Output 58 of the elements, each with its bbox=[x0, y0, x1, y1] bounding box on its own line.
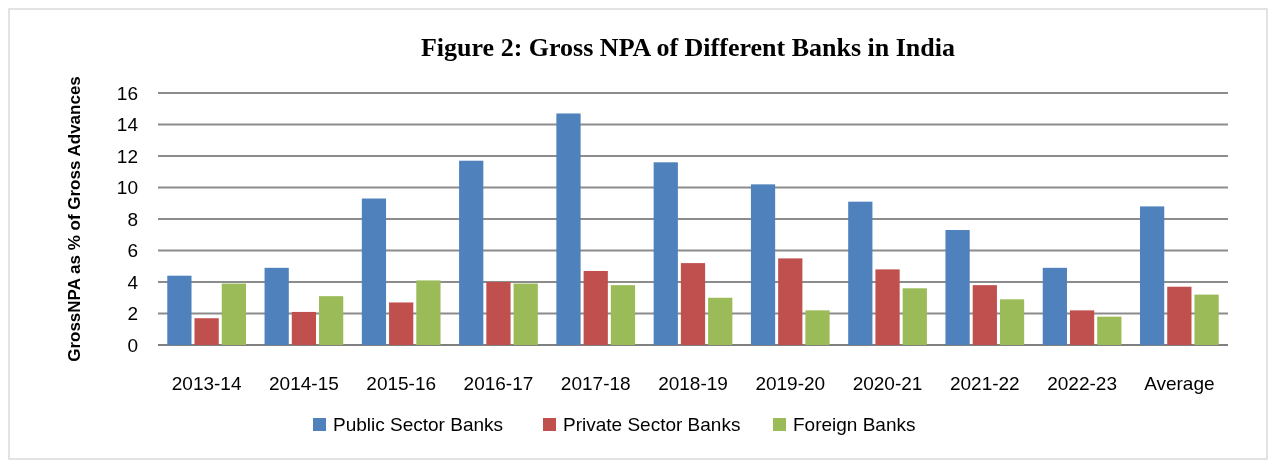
bar bbox=[291, 311, 317, 345]
legend-label: Public Sector Banks bbox=[333, 414, 504, 436]
bar bbox=[1167, 286, 1192, 345]
x-tick-label: 2019-20 bbox=[755, 373, 826, 394]
y-tick-label: 6 bbox=[127, 240, 138, 262]
bar bbox=[848, 201, 873, 345]
legend-label: Private Sector Banks bbox=[563, 414, 741, 436]
bar bbox=[1069, 310, 1095, 345]
x-tick-label: 2015-16 bbox=[366, 373, 437, 394]
y-tick-label: 10 bbox=[116, 177, 138, 199]
bar bbox=[1140, 206, 1165, 345]
y-axis-title: GrossNPA as % of Gross Advances bbox=[65, 76, 84, 362]
bar bbox=[1194, 294, 1219, 345]
bar bbox=[778, 258, 803, 345]
bar bbox=[513, 283, 538, 345]
x-tick-label: 2018-19 bbox=[658, 373, 728, 394]
bar bbox=[1042, 267, 1067, 345]
y-tick-label: 12 bbox=[116, 145, 138, 167]
bar bbox=[902, 288, 927, 345]
x-tick-label: 2020-21 bbox=[852, 373, 923, 394]
bar bbox=[361, 198, 387, 345]
x-tick-label: 2016-17 bbox=[463, 373, 534, 394]
bar bbox=[416, 280, 441, 345]
bar bbox=[653, 162, 678, 345]
bar bbox=[389, 302, 414, 345]
y-tick-label: 0 bbox=[127, 334, 138, 356]
x-tick-label: 2013-14 bbox=[171, 373, 242, 394]
bar bbox=[999, 299, 1025, 345]
bar bbox=[750, 184, 776, 345]
bar bbox=[167, 275, 192, 345]
bar bbox=[610, 285, 636, 345]
bar bbox=[972, 285, 997, 345]
bar bbox=[221, 283, 246, 345]
x-tick-label: 2022-23 bbox=[1047, 373, 1117, 394]
bar bbox=[319, 296, 344, 345]
bar bbox=[805, 310, 830, 345]
bar bbox=[264, 267, 289, 345]
y-tick-label: 16 bbox=[116, 82, 138, 104]
bar bbox=[556, 113, 581, 345]
legend-label: Foreign Banks bbox=[793, 414, 916, 436]
bar bbox=[708, 297, 733, 345]
bar bbox=[194, 318, 219, 345]
x-tick-label: 2017-18 bbox=[560, 373, 631, 394]
bar bbox=[945, 230, 970, 345]
bar bbox=[583, 270, 608, 345]
bar bbox=[1097, 316, 1122, 345]
bar bbox=[459, 160, 484, 345]
y-tick-label: 14 bbox=[116, 114, 139, 136]
y-tick-label: 2 bbox=[127, 303, 138, 325]
x-tick-label: 2014-15 bbox=[269, 373, 339, 394]
bar bbox=[486, 282, 511, 345]
x-tick-label: Average bbox=[1144, 373, 1215, 394]
bar bbox=[680, 263, 706, 345]
x-tick-label: 2021-22 bbox=[949, 373, 1020, 394]
y-tick-label: 4 bbox=[127, 271, 139, 293]
y-tick-label: 8 bbox=[127, 208, 138, 230]
bar bbox=[875, 269, 900, 345]
chart-title: Figure 2: Gross NPA of Different Banks in India bbox=[420, 33, 956, 62]
